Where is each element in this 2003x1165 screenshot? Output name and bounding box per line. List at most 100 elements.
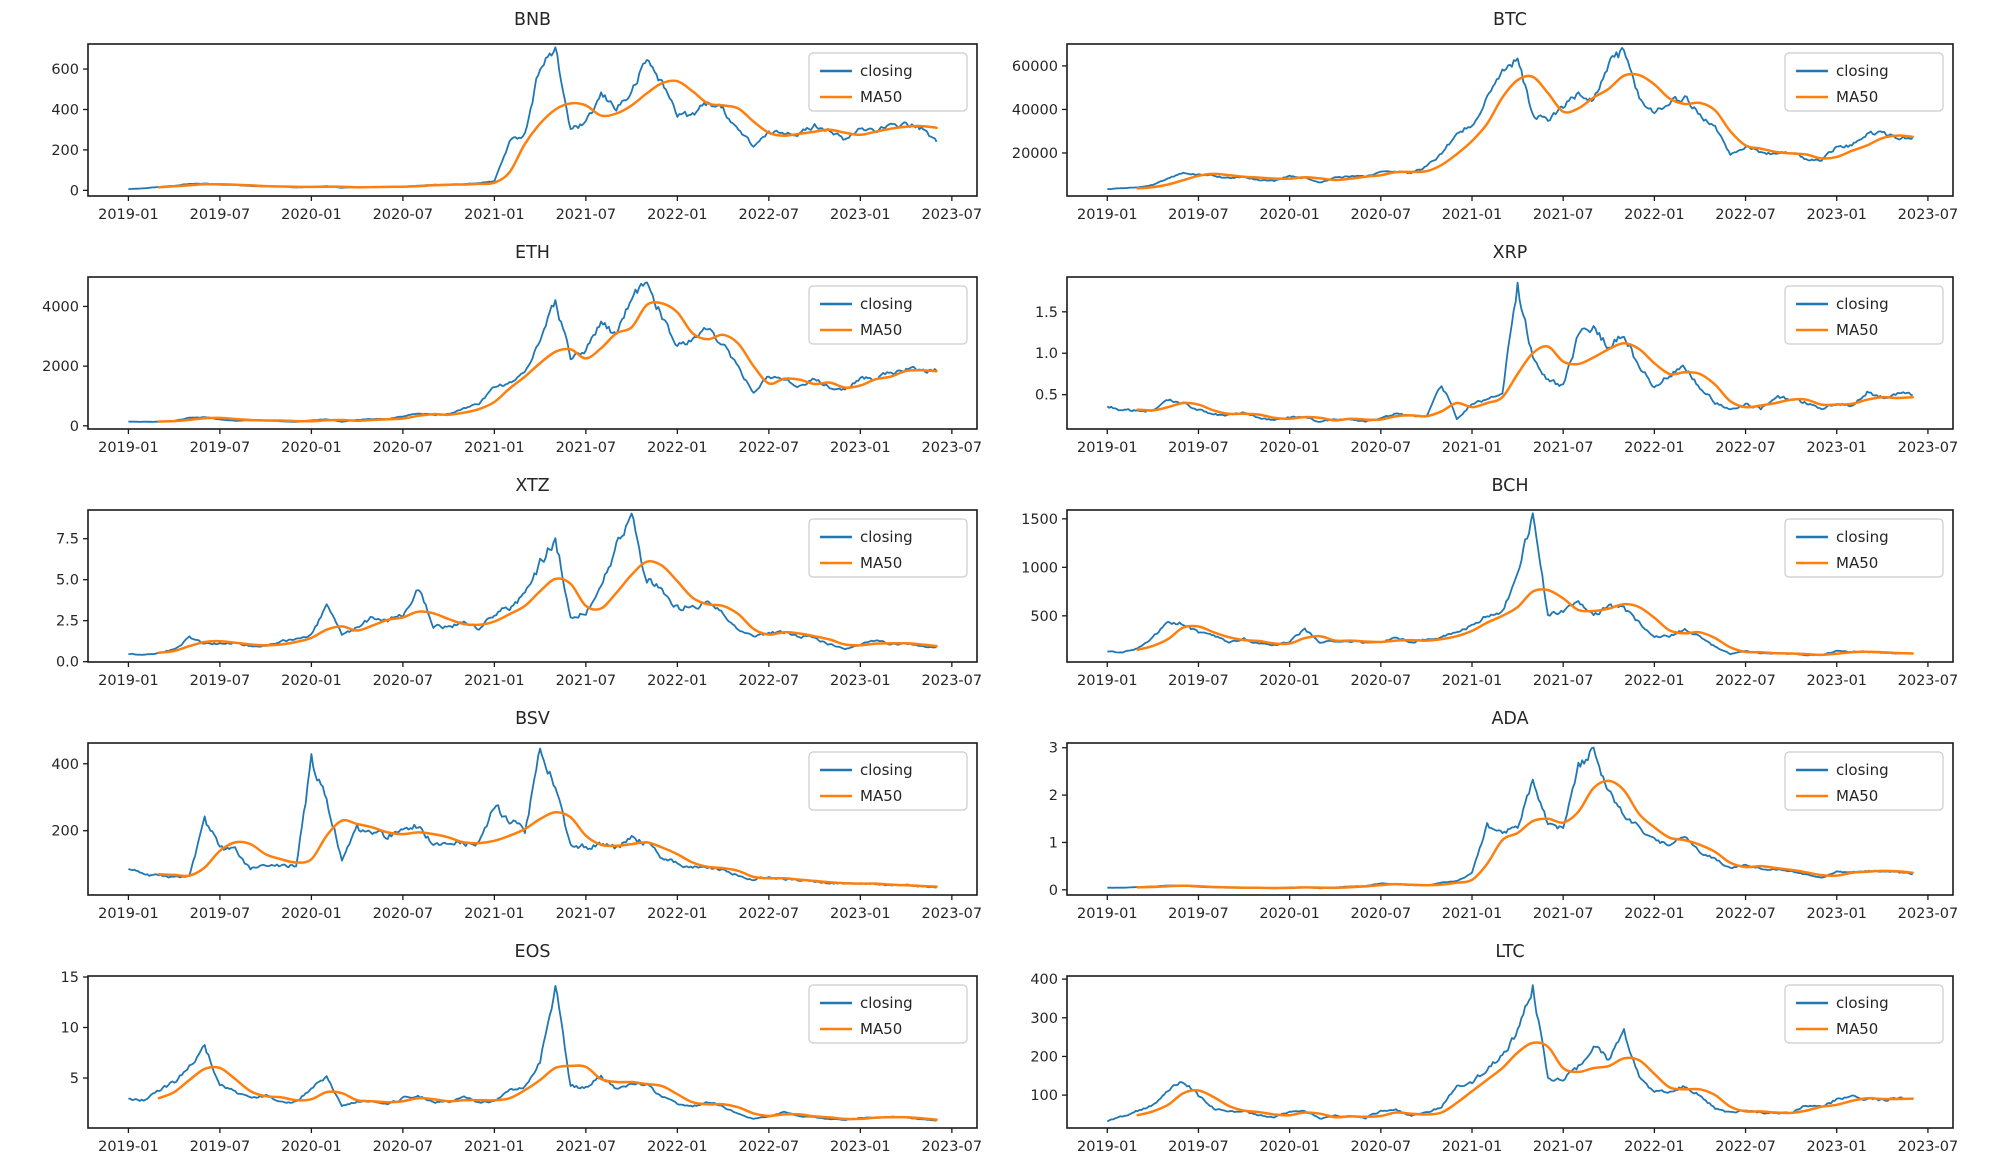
x-tick-label: 2023-01 [830,906,891,922]
legend-ma50-label: MA50 [860,787,902,805]
x-tick-label: 2022-07 [1715,207,1776,223]
x-tick-label: 2019-01 [98,1139,159,1155]
legend-closing-label: closing [1836,62,1889,80]
x-tick-label: 2019-07 [1168,673,1229,689]
legend-ma50-label: MA50 [860,321,902,339]
ma50-line [157,79,938,189]
plot-area-spines [87,975,978,1129]
legend: closing MA50 [808,984,968,1044]
x-tick-label: 2019-07 [190,906,251,922]
y-tick-label: 15 [61,970,79,986]
x-tick-label: 2022-01 [1624,440,1685,456]
y-tick-label: 500 [1030,609,1058,625]
y-tick-label: 2000 [42,359,79,375]
x-tick-label: 2023-07 [922,673,983,689]
chart-canvas-bsv: 2019-01 2019-07 2020-01 2020-07 2021-01 2021-… [51,742,983,922]
y-tick-label: 10 [61,1021,79,1037]
plot-area-spines [1066,975,1954,1129]
chart-title-eos: EOS [514,942,551,962]
y-tick-label: 0 [70,183,79,199]
y-tick-label: 3 [1049,741,1058,757]
plot-area-spines [87,509,978,663]
ma50-line [1136,342,1914,422]
x-tick-label: 2020-07 [373,1139,434,1155]
x-tick-label: 2022-07 [1715,440,1776,456]
x-tick-label: 2023-01 [830,207,891,223]
y-tick-label: 200 [1030,1049,1058,1065]
y-tick-label: 2.5 [56,614,79,630]
chart-title-xrp: XRP [1492,243,1528,263]
x-tick-label: 2023-01 [830,440,891,456]
chart-canvas-eth: 2019-01 2019-07 2020-01 2020-07 2021-01 2021-… [42,276,982,456]
chart-title-eth: ETH [515,243,550,263]
legend: closing MA50 [808,518,968,578]
x-tick-label: 2020-07 [373,440,434,456]
y-tick-label: 0.0 [56,655,79,671]
chart-canvas-ada: 2019-01 2019-07 2020-01 2020-07 2021-01 2021-… [1049,741,1958,922]
x-tick-label: 2023-07 [1898,207,1959,223]
x-tick-label: 2019-07 [1168,440,1229,456]
legend-ma50-label: MA50 [860,88,902,106]
legend-ma50-label: MA50 [1836,88,1878,106]
plot-area-spines [1066,276,1954,430]
y-tick-label: 600 [51,62,79,78]
y-tick-label: 40000 [1012,102,1058,118]
y-tick-label: 5 [70,1071,79,1087]
legend-closing-label: closing [860,994,913,1012]
x-tick-label: 2022-01 [647,906,708,922]
y-tick-label: 20000 [1012,146,1058,162]
legend: closing MA50 [1784,984,1944,1044]
chart-title-btc: BTC [1493,10,1527,30]
legend: closing MA50 [1784,52,1944,112]
x-tick-label: 2023-07 [1898,1139,1959,1155]
x-tick-label: 2022-07 [739,673,800,689]
x-tick-label: 2021-07 [1533,673,1594,689]
x-tick-label: 2019-01 [98,207,159,223]
x-tick-label: 2023-07 [1898,673,1959,689]
x-tick-label: 2023-01 [1806,906,1867,922]
x-tick-label: 2020-01 [281,207,342,223]
legend-ma50-label: MA50 [1836,554,1878,572]
y-tick-label: 0 [70,419,79,435]
x-tick-label: 2022-01 [647,1139,708,1155]
legend-ma50-label: MA50 [1836,321,1878,339]
x-tick-label: 2023-07 [922,906,983,922]
legend-closing-label: closing [1836,994,1889,1012]
chart-title-bsv: BSV [515,709,550,729]
y-tick-label: 200 [51,143,79,159]
ma50-line [1136,779,1914,890]
x-tick-label: 2020-01 [281,1139,342,1155]
x-tick-label: 2020-07 [1351,1139,1412,1155]
subplot-xrp: XRP 2019-01 2019-07 2020-01 2020-07 2021-01 20… [1001,233,2003,466]
x-tick-label: 2020-07 [1351,440,1412,456]
x-tick-label: 2020-01 [281,673,342,689]
x-tick-label: 2021-01 [464,906,525,922]
x-tick-label: 2019-01 [1077,673,1138,689]
chart-canvas-xrp: 2019-01 2019-07 2020-01 2020-07 2021-01 2021-… [1035,276,1959,456]
y-tick-label: 0.5 [1035,388,1058,404]
x-tick-label: 2022-07 [739,207,800,223]
x-tick-label: 2022-07 [1715,1139,1776,1155]
chart-canvas-ltc: 2019-01 2019-07 2020-01 2020-07 2021-01 2021-… [1030,972,1959,1155]
plot-area-spines [1066,509,1954,663]
x-tick-label: 2019-01 [1077,207,1138,223]
plot-area-spines [87,742,978,896]
x-tick-label: 2020-01 [1259,673,1320,689]
x-tick-label: 2021-07 [1533,440,1594,456]
x-tick-label: 2021-01 [464,440,525,456]
x-tick-label: 2021-07 [556,1139,617,1155]
x-tick-label: 2019-07 [190,1139,251,1155]
x-tick-label: 2020-07 [1351,207,1412,223]
chart-title-ltc: LTC [1495,942,1525,962]
chart-canvas-xtz: 2019-01 2019-07 2020-01 2020-07 2021-01 2021-… [56,509,983,689]
x-tick-label: 2019-07 [1168,207,1229,223]
x-tick-label: 2021-07 [1533,1139,1594,1155]
x-tick-label: 2020-01 [1259,440,1320,456]
x-tick-label: 2023-01 [1806,1139,1867,1155]
x-tick-label: 2022-07 [739,440,800,456]
plot-area-spines [87,43,978,197]
legend-ma50-label: MA50 [860,1020,902,1038]
x-tick-label: 2023-07 [1898,440,1959,456]
